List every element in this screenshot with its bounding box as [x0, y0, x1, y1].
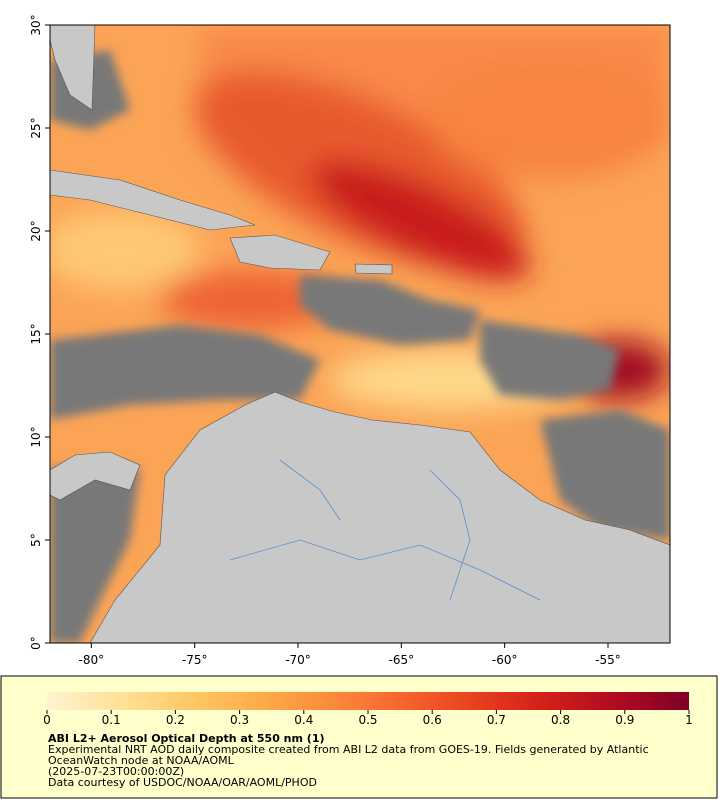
- axes: -80° -75° -70° -65° -60° -55° 0° 5° 10° 15° 20° 25°…: [29, 14, 621, 667]
- y-tick-label: 30°: [29, 14, 43, 35]
- land: [50, 25, 670, 643]
- rivers: [229, 459, 541, 601]
- colorbar-tick-label: 0.1: [102, 713, 121, 727]
- y-tick-label: 15°: [29, 323, 43, 344]
- legend-title: ABI L2+ Aerosol Optical Depth at 550 nm …: [48, 732, 325, 745]
- colorbar-tick-label: 0.7: [487, 713, 506, 727]
- legend-text: OceanWatch node at NOAA/AOML: [48, 754, 235, 767]
- colorbar-tick-label: 0: [43, 713, 51, 727]
- colorbar-scale: [47, 692, 689, 710]
- x-tick-label: -65°: [389, 653, 415, 667]
- colorbar-tick-label: 0.3: [230, 713, 249, 727]
- colorbar-tick-label: 0.9: [615, 713, 634, 727]
- colorbar-tick-label: 0.6: [423, 713, 442, 727]
- x-tick-label: -80°: [79, 653, 105, 667]
- y-tick-label: 20°: [29, 220, 43, 241]
- x-tick-label: -70°: [285, 653, 311, 667]
- colorbar-tick-label: 0.4: [294, 713, 313, 727]
- colorbar-tick-label: 0.2: [166, 713, 185, 727]
- y-tick-label: 25°: [29, 117, 43, 138]
- colorbar-tick-label: 0.8: [551, 713, 570, 727]
- y-tick-label: 5°: [29, 533, 43, 547]
- legend-text: Data courtesy of USDOC/NOAA/OAR/AOML/PHO…: [48, 776, 317, 789]
- legend-text: Experimental NRT AOD daily composite cre…: [48, 743, 649, 756]
- x-tick-label: -75°: [182, 653, 208, 667]
- y-tick-label: 10°: [29, 426, 43, 447]
- colorbar-tick-label: 0.5: [358, 713, 377, 727]
- legend-text: (2025-07-23T00:00:00Z): [48, 765, 184, 778]
- x-tick-label: -60°: [492, 653, 518, 667]
- colorbar-tick-label: 1: [685, 713, 693, 727]
- legend-panel: 0 0.1 0.2 0.3 0.4 0.5 0.6 0.7 0.8 0.9 1 ABI L2+ Ae…: [0, 675, 718, 799]
- y-tick-label: 0°: [29, 636, 43, 650]
- colorbar: 0 0.1 0.2 0.3 0.4 0.5 0.6 0.7 0.8 0.9 1: [43, 692, 693, 727]
- map-area: [50, 25, 670, 643]
- x-tick-label: -55°: [595, 653, 621, 667]
